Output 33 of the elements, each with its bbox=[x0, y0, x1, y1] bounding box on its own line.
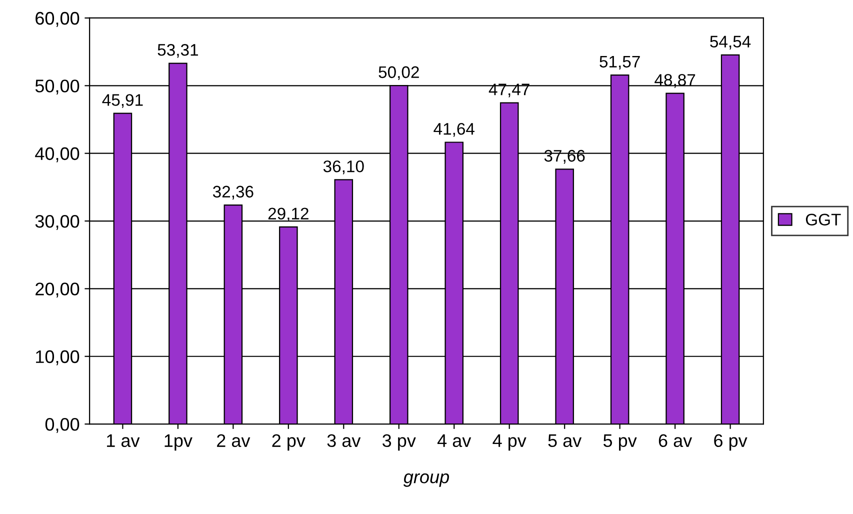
data-label: 48,87 bbox=[654, 74, 696, 88]
data-label: 50,02 bbox=[378, 66, 419, 80]
data-label: 45,91 bbox=[102, 94, 143, 108]
y-tick-label: 0,00 bbox=[45, 418, 80, 433]
data-label: 29,12 bbox=[268, 208, 308, 222]
x-tick-label: 3 pv bbox=[382, 434, 416, 451]
data-label: 54,54 bbox=[710, 36, 751, 50]
data-label: 47,47 bbox=[488, 84, 530, 98]
x-tick-label: 6 pv bbox=[714, 434, 748, 451]
x-tick-label: 2 pv bbox=[272, 434, 306, 451]
y-tick-label: 30,00 bbox=[35, 214, 80, 230]
data-label: 51,57 bbox=[600, 56, 640, 70]
data-label: 41,64 bbox=[434, 122, 474, 137]
data-label: 37,66 bbox=[544, 150, 585, 164]
x-tick-label: 6 av bbox=[658, 434, 692, 448]
legend-label: GGT bbox=[806, 214, 841, 226]
x-tick-label: 4 av bbox=[437, 434, 472, 448]
x-tick-label: 4 pv bbox=[492, 434, 526, 451]
data-label: 36,10 bbox=[323, 160, 364, 174]
x-tick-label: 1 av bbox=[107, 434, 140, 448]
y-tick-label: 50,00 bbox=[35, 80, 80, 95]
data-label: 32,36 bbox=[212, 186, 254, 200]
x-axis-title: group bbox=[403, 473, 450, 487]
y-tick-label: 40,00 bbox=[35, 147, 80, 162]
x-tick-label: 5 av bbox=[548, 434, 582, 448]
y-tick-label: 10,00 bbox=[36, 350, 80, 366]
x-tick-label: 2 av bbox=[217, 434, 250, 448]
x-tick-label: 5 pv bbox=[603, 434, 637, 451]
y-tick-label: 20,00 bbox=[36, 282, 80, 298]
x-tick-label: 3 av bbox=[327, 434, 361, 448]
y-tick-label: 60,00 bbox=[36, 12, 80, 27]
x-tick-label: 1pv bbox=[164, 434, 192, 451]
data-label: 53,31 bbox=[158, 44, 198, 58]
